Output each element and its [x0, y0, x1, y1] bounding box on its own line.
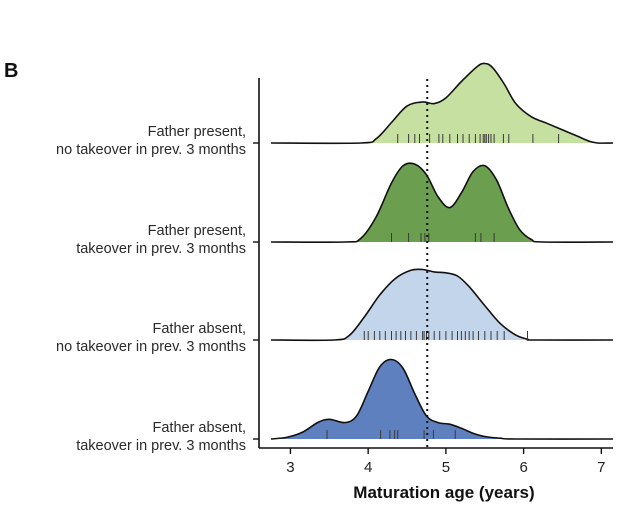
x-tick-label: 4 — [364, 459, 372, 476]
x-tick-label: 5 — [442, 459, 450, 476]
row-label-line2: takeover in prev. 3 months — [76, 438, 246, 454]
x-axis: 3 4 5 6 7 — [259, 447, 613, 476]
ridges-group: Father present, no takeover in prev. 3 mo… — [56, 62, 614, 454]
ridge-4: Father absent, takeover in prev. 3 months — [76, 358, 614, 454]
row-label-line2: no takeover in prev. 3 months — [56, 339, 246, 355]
ridge-2: Father present, takeover in prev. 3 month… — [76, 162, 614, 257]
row-label-line1: Father present, — [148, 124, 246, 140]
ridge-3: Father absent, no takeover in prev. 3 mon… — [56, 268, 614, 355]
row-label-line1: Father absent, — [153, 321, 247, 337]
row-label-line1: Father absent, — [153, 420, 247, 436]
density-outline — [270, 62, 614, 145]
density-fill — [271, 63, 613, 144]
row-label-line1: Father present, — [148, 223, 246, 239]
x-axis-title: Maturation age (years) — [353, 483, 534, 502]
density-fill — [271, 269, 613, 341]
density-outline — [270, 268, 614, 342]
density-outline — [270, 358, 614, 440]
x-tick-label: 6 — [519, 459, 527, 476]
panel-label: B — [4, 60, 18, 82]
row-label-line2: no takeover in prev. 3 months — [56, 142, 246, 158]
ridge-1: Father present, no takeover in prev. 3 mo… — [56, 62, 614, 158]
x-tick-label: 7 — [597, 459, 605, 476]
density-outline — [270, 162, 614, 244]
row-label-line2: takeover in prev. 3 months — [76, 241, 246, 257]
x-tick-label: 3 — [286, 459, 294, 476]
density-fill — [271, 359, 613, 440]
